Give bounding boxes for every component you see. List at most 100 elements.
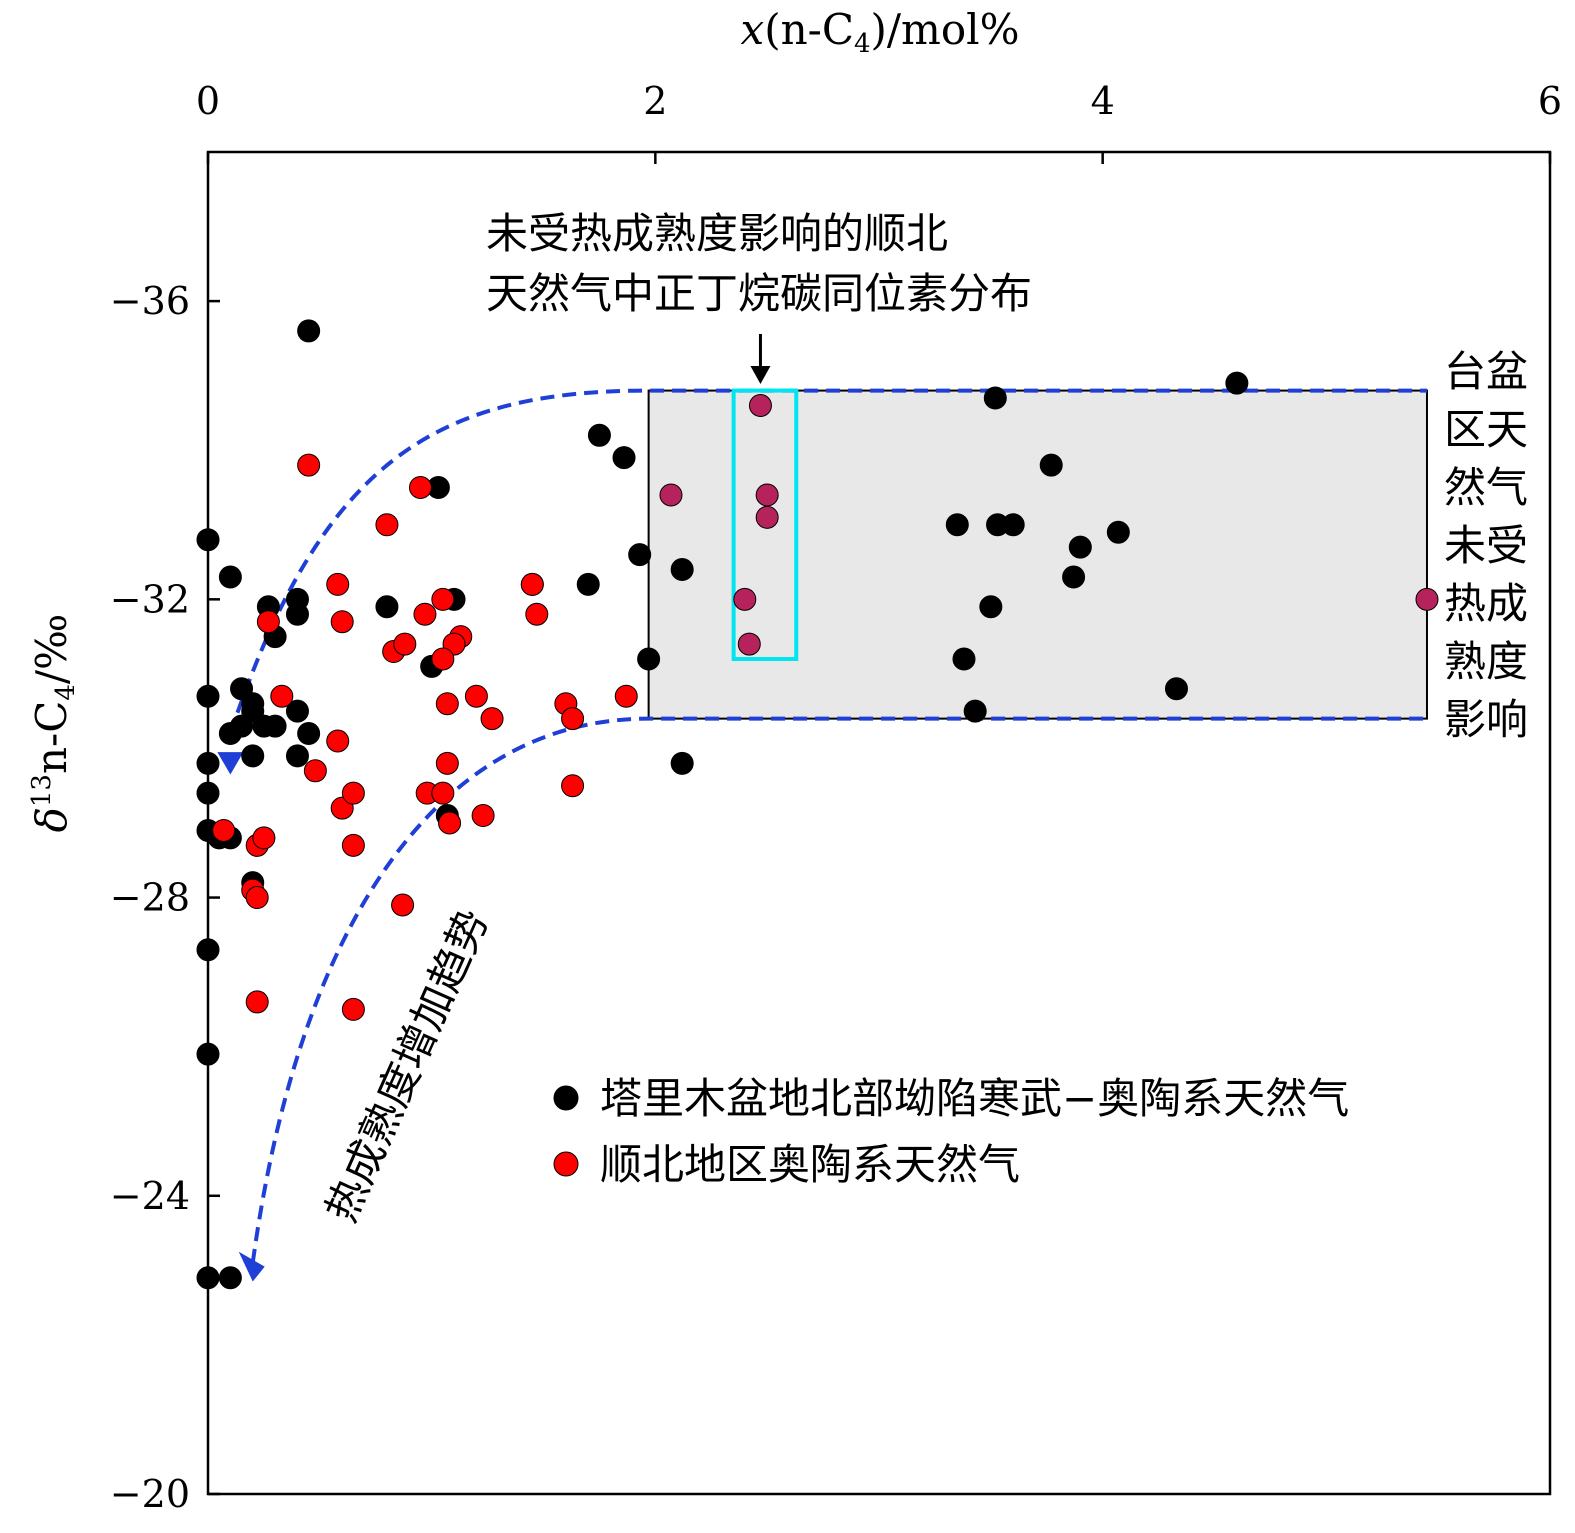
point-tarim [285, 744, 309, 768]
x-tick-label: 0 [196, 79, 220, 123]
point-tarim [1001, 513, 1025, 537]
point-shunbei [561, 707, 585, 731]
point-shunbei [391, 893, 415, 917]
right-annotation-line: 影响 [1444, 695, 1528, 744]
point-shunbei [256, 610, 280, 634]
point-tarim [1039, 453, 1063, 477]
trend-label: 热成熟度增加趋势 [316, 902, 497, 1229]
legend-label: 顺北地区奥陶系天然气 [600, 1140, 1020, 1189]
point-tarim [196, 1042, 220, 1066]
point-shunbei [431, 781, 455, 805]
point-shunbei [270, 684, 294, 708]
point-shunbei [341, 781, 365, 805]
point-tarim [1164, 677, 1188, 701]
point-shunbei [252, 826, 276, 850]
upper-arrowhead [217, 752, 244, 775]
annotations-layer: 未受热成熟度影响的顺北天然气中正丁烷碳同位素分布台盆区天然气未受热成熟度影响热成… [316, 209, 1528, 1229]
point-tarim [375, 595, 399, 619]
point-shunbei [438, 811, 462, 835]
x-tick-label: 4 [1091, 79, 1115, 123]
point-tarim [670, 558, 694, 582]
point-shunbei [297, 453, 321, 477]
right-annotation-line: 然气 [1444, 463, 1528, 512]
point-shunbei [408, 476, 432, 499]
point-tarim [612, 446, 636, 470]
point-tarim [196, 751, 220, 775]
legend-label: 塔里木盆地北部坳陷寒武−奥陶系天然气 [600, 1074, 1349, 1123]
point-overlap [755, 505, 779, 529]
point-tarim [1225, 371, 1249, 395]
right-annotation-line: 热成 [1444, 579, 1528, 628]
x-axis-title: x(n-C4)/mol% [741, 5, 1020, 59]
point-shunbei [614, 684, 638, 708]
point-tarim [285, 602, 309, 626]
point-shunbei [471, 804, 495, 828]
point-shunbei [561, 774, 585, 798]
point-tarim [945, 513, 969, 537]
point-tarim [628, 543, 652, 567]
right-annotation-line: 未受 [1444, 521, 1528, 570]
point-overlap [733, 587, 757, 611]
top-annotation-line1: 未受热成熟度影响的顺北 [486, 209, 948, 258]
point-overlap [659, 483, 683, 507]
y-tick-label: −24 [110, 1174, 190, 1218]
x-tick-label: 2 [643, 79, 667, 123]
point-tarim [983, 386, 1007, 410]
lower-arrowhead [238, 1251, 265, 1282]
plot-frame [206, 150, 1552, 1496]
y-tick-label: −36 [110, 279, 190, 323]
y-tick-label: −20 [110, 1472, 190, 1516]
point-shunbei [435, 751, 459, 775]
right-annotation-line: 区天 [1444, 405, 1528, 454]
point-tarim [637, 647, 661, 671]
x-tick-label: 6 [1538, 79, 1562, 123]
point-shunbei [245, 886, 269, 910]
point-tarim [218, 565, 242, 589]
point-tarim [297, 319, 321, 343]
point-overlap [755, 483, 779, 507]
right-annotation-line: 熟度 [1444, 637, 1528, 686]
point-shunbei [341, 997, 365, 1021]
point-shunbei [212, 818, 236, 842]
point-tarim [670, 751, 694, 775]
point-tarim [263, 714, 287, 738]
point-tarim [587, 423, 611, 447]
point-tarim [576, 572, 600, 596]
point-shunbei [525, 602, 549, 626]
points-layer [196, 319, 1439, 1290]
point-shunbei [431, 587, 455, 611]
point-shunbei [393, 632, 417, 656]
legend-marker [553, 1085, 579, 1111]
point-shunbei [413, 602, 437, 626]
point-shunbei [480, 707, 504, 731]
point-tarim [1068, 535, 1092, 559]
y-tick-label: −28 [110, 876, 190, 920]
point-tarim [1062, 565, 1086, 589]
point-tarim [1106, 520, 1130, 544]
point-shunbei [330, 610, 354, 634]
point-shunbei [245, 990, 269, 1014]
point-tarim [241, 744, 265, 768]
point-tarim [230, 714, 254, 738]
legend-marker [553, 1151, 579, 1177]
axes-layer: 0 2 4 6 −36 −32 −28 −24 −20 x(n-C4)/mol% δ13n-C4/‰ [27, 5, 1562, 1516]
point-tarim [196, 1266, 220, 1290]
y-tick-label: −32 [110, 577, 190, 621]
point-overlap [737, 632, 761, 656]
point-shunbei [464, 684, 488, 708]
top-annotation-line2: 天然气中正丁烷碳同位素分布 [486, 269, 1032, 318]
point-tarim [979, 595, 1003, 619]
point-shunbei [435, 692, 459, 716]
point-shunbei [341, 833, 365, 857]
point-shunbei [520, 572, 544, 596]
point-tarim [196, 684, 220, 708]
shunbei-highlight-box [731, 388, 799, 661]
point-shunbei [326, 729, 350, 753]
point-tarim [963, 699, 987, 723]
y-axis-title: δ13n-C4/‰ [27, 614, 81, 833]
point-tarim [952, 647, 976, 671]
unaffected-region-box [647, 389, 1428, 720]
